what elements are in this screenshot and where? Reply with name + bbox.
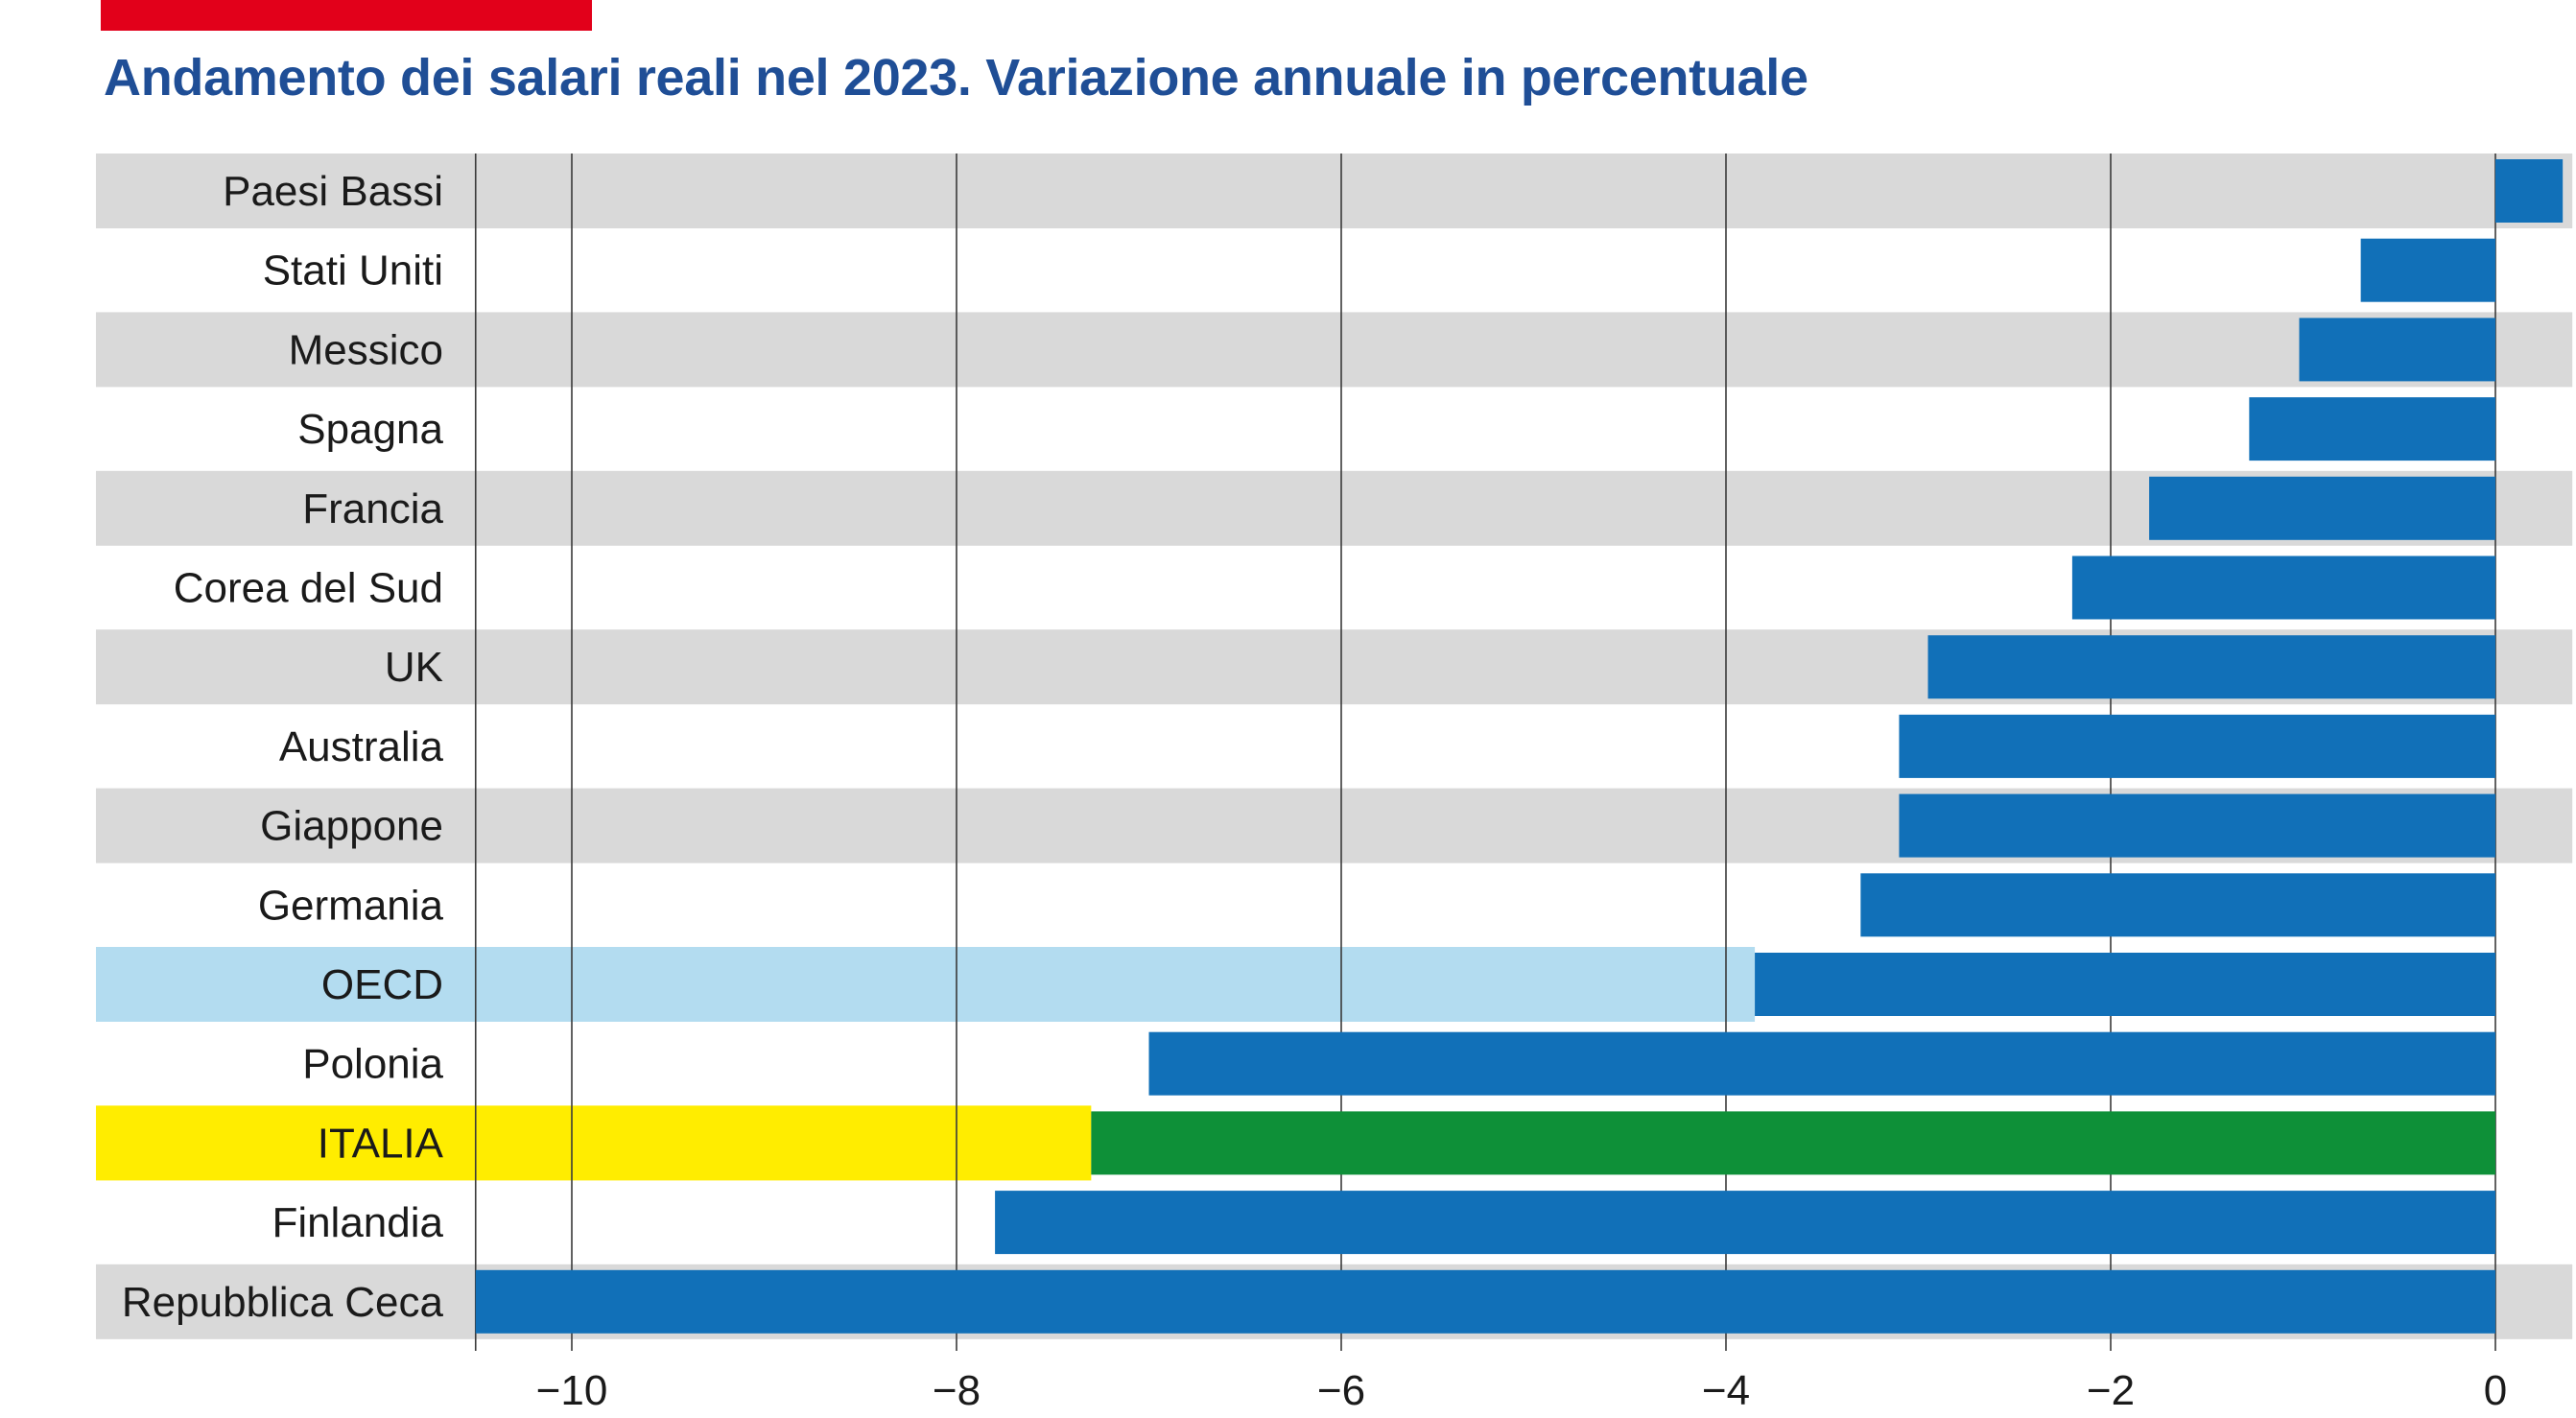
bar <box>1860 873 2495 937</box>
category-label: Germania <box>258 882 444 929</box>
category-label: Paesi Bassi <box>223 168 443 215</box>
category-label: Repubblica Ceca <box>122 1279 444 1326</box>
bar <box>995 1191 2495 1255</box>
tick-label: −4 <box>1702 1367 1750 1414</box>
category-label: Corea del Sud <box>174 565 443 612</box>
bar <box>1091 1111 2495 1175</box>
category-label: ITALIA <box>318 1120 444 1167</box>
category-label: OECD <box>321 961 443 1008</box>
bar <box>1148 1031 2495 1096</box>
category-label: Stati Uniti <box>263 248 443 295</box>
category-label: Messico <box>289 326 443 373</box>
bar <box>2360 238 2495 302</box>
bar <box>1899 793 2495 858</box>
row-background <box>96 947 1756 1022</box>
bar <box>1899 714 2495 778</box>
category-label: Polonia <box>302 1041 443 1088</box>
row-background <box>96 154 2573 228</box>
tick-label: −2 <box>2087 1367 2135 1414</box>
row-background <box>96 312 2573 388</box>
bar <box>1927 635 2495 699</box>
category-label: Giappone <box>260 803 443 850</box>
bar <box>2299 318 2495 382</box>
accent-bar <box>101 0 592 31</box>
category-label: Spagna <box>297 406 443 453</box>
category-label: Finlandia <box>272 1199 443 1246</box>
tick-label: −10 <box>536 1367 608 1414</box>
category-label: Francia <box>302 485 443 532</box>
row-background <box>96 1105 1092 1181</box>
bar <box>2495 159 2564 223</box>
bar <box>475 1269 2495 1334</box>
category-label: Australia <box>279 723 444 770</box>
bar <box>2149 476 2495 540</box>
bar <box>1755 953 2495 1016</box>
bar <box>2071 555 2495 620</box>
tick-label: −6 <box>1317 1367 1365 1414</box>
bar <box>2249 397 2495 461</box>
category-label: UK <box>385 644 443 691</box>
tick-label: −8 <box>933 1367 981 1414</box>
chart-title: Andamento dei salari reali nel 2023. Var… <box>104 49 1808 106</box>
tick-label: 0 <box>2484 1367 2507 1414</box>
